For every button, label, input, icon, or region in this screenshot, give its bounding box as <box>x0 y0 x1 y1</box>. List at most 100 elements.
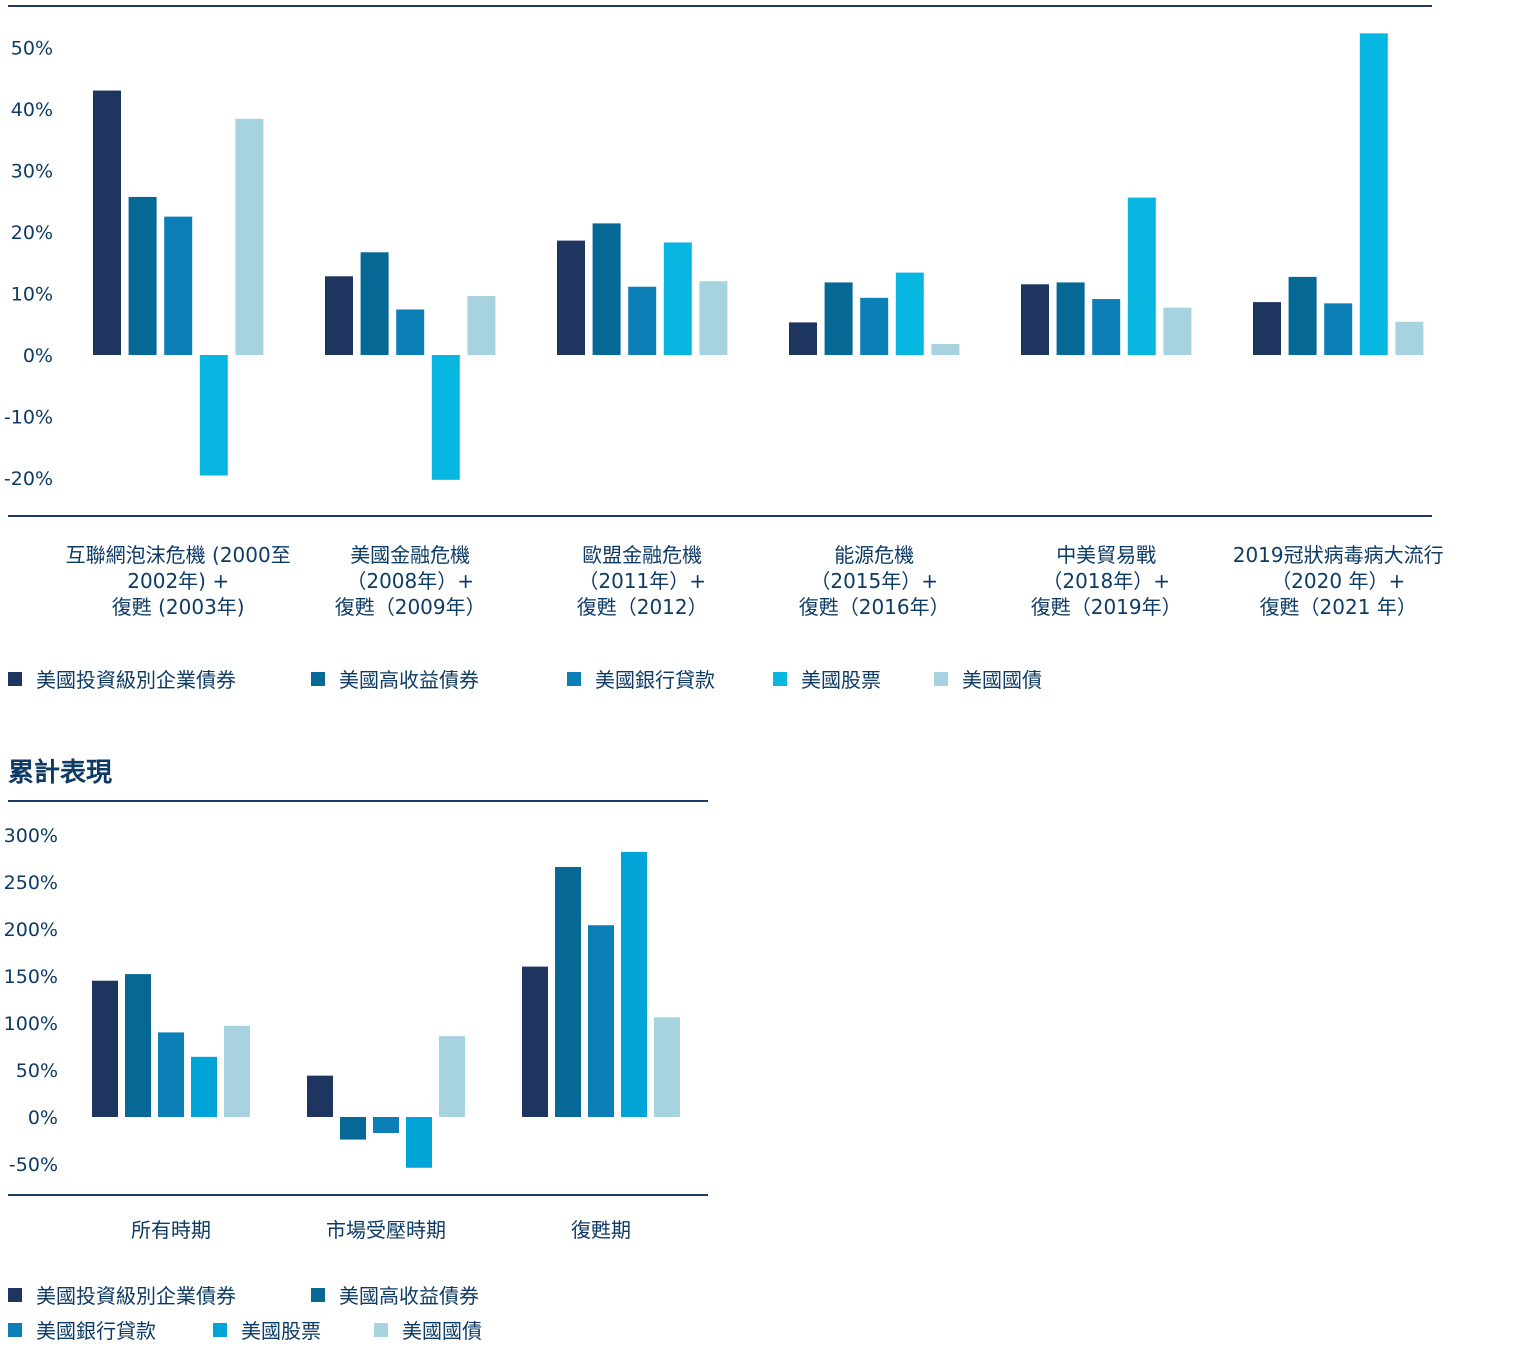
bar-4-group-5 <box>1127 197 1156 355</box>
y-tick-label: 10% <box>11 284 53 306</box>
legend-item: 美國股票 <box>213 1319 321 1343</box>
bar-2-group-2 <box>340 1117 366 1140</box>
legend-item: 美國高收益債券 <box>311 1284 479 1308</box>
y-tick-label: 0% <box>28 1107 58 1129</box>
bar-3-group-1 <box>164 216 193 355</box>
legend-item: 美國銀行貸款 <box>567 668 715 692</box>
legend-item: 美國國債 <box>374 1319 482 1343</box>
bar-2-group-3 <box>592 223 621 355</box>
bar-1-group-2 <box>307 1075 333 1117</box>
y-tick-label: -50% <box>9 1154 58 1176</box>
legend-item: 美國銀行貸款 <box>8 1319 156 1343</box>
category-label: 所有時期 <box>131 1218 211 1242</box>
bar-2-group-3 <box>555 866 581 1117</box>
bar-3-group-2 <box>396 309 425 355</box>
category-label: （2008年）+ <box>346 569 474 593</box>
bar-1-group-1 <box>92 980 118 1117</box>
legend-swatch <box>8 1288 22 1302</box>
category-label: 美國金融危機 <box>350 543 470 567</box>
bar-5-group-6 <box>1395 321 1424 355</box>
category-label: 市場受壓時期 <box>326 1218 446 1242</box>
chart1-bars <box>93 33 1424 480</box>
bar-1-group-6 <box>1253 302 1281 355</box>
legend-swatch <box>934 672 948 686</box>
legend-label: 美國銀行貸款 <box>36 1319 156 1343</box>
category-label: 復甦（2019年） <box>1031 595 1182 619</box>
category-label: 復甦（2009年） <box>335 595 486 619</box>
legend-label: 美國股票 <box>241 1319 321 1343</box>
bar-4-group-3 <box>663 242 692 355</box>
y-tick-label: 50% <box>11 38 53 60</box>
bar-3-group-5 <box>1092 299 1121 355</box>
bar-1-group-1 <box>93 90 121 356</box>
bar-1-group-4 <box>789 322 817 355</box>
y-tick-label: 30% <box>11 161 53 183</box>
legend-swatch <box>8 672 22 686</box>
bar-3-group-3 <box>628 286 657 355</box>
bar-4-group-4 <box>895 272 924 355</box>
legend-label: 美國投資級別企業債券 <box>36 668 236 692</box>
category-label: 復甦 (2003年) <box>112 595 245 619</box>
y-tick-label: 250% <box>4 872 58 894</box>
category-label: 2002年) + <box>127 569 229 593</box>
category-label: 2019冠狀病毒病大流行 <box>1233 543 1444 567</box>
legend-item: 美國股票 <box>773 668 881 692</box>
chart2-bars <box>92 851 680 1168</box>
chart2-title: 累計表現 <box>8 757 112 788</box>
chart2-category-labels: 所有時期 市場受壓時期 復甦期 <box>131 1218 631 1242</box>
bar-4-group-3 <box>621 851 647 1117</box>
legend-label: 美國銀行貸款 <box>595 668 715 692</box>
bar-4-group-1 <box>199 355 228 476</box>
y-tick-label: 0% <box>23 345 53 367</box>
category-label: 歐盟金融危機 <box>582 543 702 567</box>
category-label: 能源危機 <box>834 543 914 567</box>
legend-swatch <box>311 1288 325 1302</box>
bar-3-group-6 <box>1324 303 1353 355</box>
y-tick-label: -20% <box>4 468 53 490</box>
bar-2-group-1 <box>128 196 157 355</box>
y-tick-label: 40% <box>11 99 53 121</box>
legend-item: 美國投資級別企業債券 <box>8 668 236 692</box>
bar-1-group-2 <box>325 276 353 355</box>
bar-5-group-4 <box>931 343 960 355</box>
bar-5-group-2 <box>467 295 496 355</box>
category-label: 復甦期 <box>571 1218 631 1242</box>
bar-5-group-5 <box>1163 307 1192 355</box>
legend-label: 美國投資級別企業債券 <box>36 1284 236 1308</box>
legend-label: 美國高收益債券 <box>339 668 479 692</box>
category-label: （2011年）+ <box>578 569 706 593</box>
legend-label: 美國國債 <box>402 1319 482 1343</box>
y-tick-label: 200% <box>4 919 58 941</box>
bar-2-group-2 <box>360 252 389 355</box>
bar-3-group-3 <box>588 925 614 1117</box>
category-label: 互聯網泡沫危機 (2000至 <box>66 543 291 567</box>
legend-swatch <box>8 1323 22 1337</box>
bar-1-group-3 <box>522 966 548 1117</box>
bar-4-group-1 <box>191 1056 217 1117</box>
bar-5-group-1 <box>224 1025 250 1117</box>
bar-4-group-2 <box>406 1117 432 1168</box>
y-tick-label: -10% <box>4 407 53 429</box>
bar-5-group-1 <box>235 118 264 355</box>
bar-3-group-1 <box>158 1032 184 1117</box>
bar-4-group-2 <box>431 355 460 480</box>
category-label: 復甦（2012） <box>577 595 708 619</box>
chart1-y-ticks: 50% 40% 30% 20% 10% 0% -10% -20% <box>4 38 53 491</box>
category-label: 復甦（2021 年） <box>1260 595 1417 619</box>
y-tick-label: 300% <box>4 825 58 847</box>
period-returns-chart: 50% 40% 30% 20% 10% 0% -10% -20% 互聯網泡沫危機 (2000至… <box>4 5 1444 692</box>
category-label: 中美貿易戰 <box>1056 543 1156 567</box>
legend-label: 美國國債 <box>962 668 1042 692</box>
cumulative-returns-chart: 累計表現 300% 250% 200% 150% 100% 50% 0% -50% 所有時期 市… <box>4 757 708 1343</box>
y-tick-label: 50% <box>16 1060 58 1082</box>
bar-3-group-4 <box>860 297 889 355</box>
chart2-y-ticks: 300% 250% 200% 150% 100% 50% 0% -50% <box>4 825 58 1176</box>
category-label: （2018年）+ <box>1042 569 1170 593</box>
bar-5-group-3 <box>654 1017 680 1117</box>
legend-swatch <box>374 1323 388 1337</box>
bar-5-group-2 <box>439 1036 465 1117</box>
bar-5-group-3 <box>699 281 728 355</box>
